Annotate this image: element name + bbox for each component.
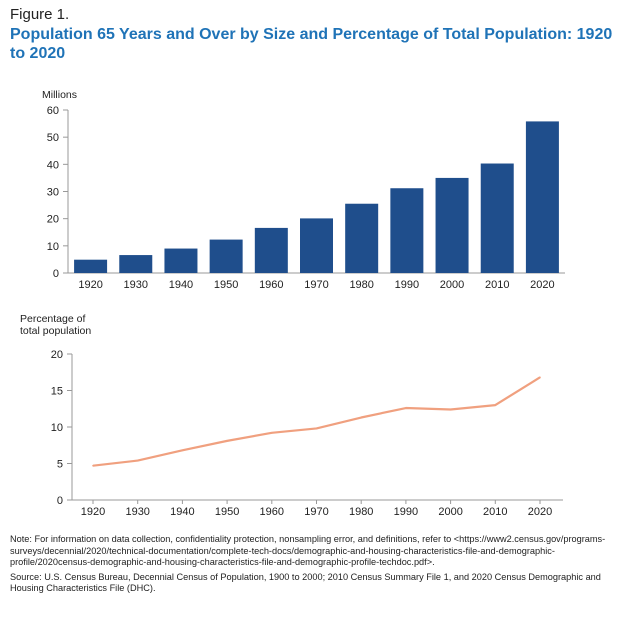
bar-1980 bbox=[345, 203, 379, 273]
bar-y-tick-label: 50 bbox=[47, 132, 59, 144]
point-2000 bbox=[449, 408, 452, 411]
line-x-tick-label: 1980 bbox=[349, 506, 373, 518]
point-1960 bbox=[271, 432, 273, 434]
figure-label: Figure 1. bbox=[10, 6, 70, 23]
line-y-tick-label: 0 bbox=[57, 495, 63, 507]
line-x-tick-label: 1990 bbox=[394, 506, 418, 518]
line-chart-ylabel-line2: total population bbox=[20, 325, 91, 337]
bar-1930 bbox=[119, 255, 153, 273]
bar-x-tick-label: 1940 bbox=[169, 279, 193, 291]
bar-2020 bbox=[525, 121, 559, 273]
line-x-tick-label: 2000 bbox=[438, 506, 462, 518]
bar-x-tick-label: 1920 bbox=[78, 279, 102, 291]
line-x-tick-label: 1960 bbox=[260, 506, 284, 518]
line-y-tick-label: 15 bbox=[51, 386, 63, 398]
line-x-tick-label: 1920 bbox=[81, 506, 105, 518]
line-y-tick-label: 5 bbox=[57, 459, 63, 471]
bar-2010 bbox=[480, 163, 514, 273]
bar-y-tick-label: 40 bbox=[47, 159, 59, 171]
bar-y-tick-label: 10 bbox=[47, 241, 59, 253]
bar-1970 bbox=[300, 218, 333, 273]
line-x-tick-label: 1930 bbox=[125, 506, 149, 518]
bar-1920 bbox=[74, 259, 108, 273]
line-x-tick-label: 2020 bbox=[528, 506, 552, 518]
source-text: Source: U.S. Census Bureau, Decennial Ce… bbox=[10, 571, 601, 594]
point-1950 bbox=[226, 440, 228, 442]
line-x-tick-label: 2010 bbox=[483, 506, 507, 518]
bar-2000 bbox=[435, 177, 469, 273]
bar-1990 bbox=[390, 188, 424, 273]
point-1930 bbox=[136, 459, 139, 462]
bar-y-tick-label: 0 bbox=[53, 268, 59, 280]
bar-x-tick-label: 2020 bbox=[530, 279, 554, 291]
bar-y-tick-label: 20 bbox=[47, 214, 59, 226]
chart-title: Population 65 Years and Over by Size and… bbox=[10, 26, 613, 62]
point-1940 bbox=[181, 449, 184, 452]
point-1980 bbox=[360, 416, 363, 419]
bar-x-tick-label: 1970 bbox=[304, 279, 328, 291]
line-x-tick-label: 1940 bbox=[170, 506, 194, 518]
bar-x-tick-label: 2000 bbox=[440, 279, 464, 291]
point-2010 bbox=[494, 404, 497, 406]
point-1920 bbox=[92, 464, 94, 467]
bar-1940 bbox=[164, 248, 198, 273]
line-y-tick-label: 10 bbox=[51, 422, 63, 434]
bar-x-tick-label: 1960 bbox=[259, 279, 283, 291]
line-chart-ylabel-line1: Percentage of bbox=[20, 313, 85, 325]
bar-y-tick-label: 60 bbox=[47, 105, 59, 117]
percentage-series-line bbox=[92, 376, 541, 467]
note-text: Note: For information on data collection… bbox=[10, 534, 606, 568]
bar-1950 bbox=[209, 239, 243, 273]
bar-x-tick-label: 2010 bbox=[485, 279, 509, 291]
bar-x-tick-label: 1950 bbox=[214, 279, 238, 291]
line-x-tick-label: 1950 bbox=[215, 506, 239, 518]
bar-1960 bbox=[254, 227, 288, 273]
bar-x-tick-label: 1990 bbox=[395, 279, 419, 291]
notes-block: Note: For information on data collection… bbox=[10, 534, 625, 595]
bar-x-tick-label: 1980 bbox=[349, 279, 373, 291]
bar-y-tick-label: 30 bbox=[47, 187, 59, 199]
bar-x-tick-label: 1930 bbox=[124, 279, 148, 291]
line-x-tick-label: 1970 bbox=[304, 506, 328, 518]
point-2020 bbox=[539, 376, 541, 379]
point-1970 bbox=[315, 427, 318, 430]
line-y-tick-label: 20 bbox=[51, 349, 63, 361]
point-1990 bbox=[405, 407, 407, 409]
bar-chart-ylabel: Millions bbox=[42, 89, 77, 101]
